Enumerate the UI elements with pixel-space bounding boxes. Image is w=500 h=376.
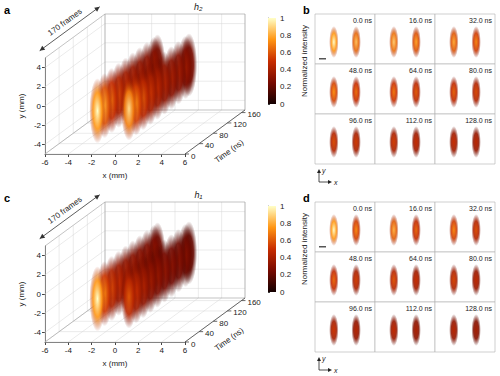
- svg-text:x (mm): x (mm): [103, 171, 128, 180]
- svg-text:4: 4: [159, 158, 164, 167]
- svg-text:64.0 ns: 64.0 ns: [409, 255, 432, 262]
- svg-text:32.0 ns: 32.0 ns: [469, 17, 492, 24]
- svg-text:128.0 ns: 128.0 ns: [465, 117, 492, 124]
- svg-text:112.0 ns: 112.0 ns: [406, 117, 433, 124]
- svg-text:-6: -6: [41, 158, 49, 167]
- svg-text:80: 80: [219, 131, 228, 140]
- svg-text:96.0 ns: 96.0 ns: [349, 305, 372, 312]
- svg-text:4: 4: [37, 251, 42, 260]
- svg-text:0: 0: [191, 340, 196, 349]
- svg-text:0.6: 0.6: [280, 48, 292, 57]
- svg-text:h₁: h₁: [194, 190, 202, 200]
- svg-text:0.4: 0.4: [280, 253, 292, 262]
- svg-text:2: 2: [136, 346, 141, 355]
- svg-text:96.0 ns: 96.0 ns: [349, 117, 372, 124]
- svg-text:170 frames: 170 frames: [46, 195, 84, 226]
- svg-text:0: 0: [37, 102, 42, 111]
- svg-text:128.0 ns: 128.0 ns: [465, 305, 492, 312]
- svg-text:c: c: [4, 192, 10, 204]
- svg-text:6: 6: [183, 346, 188, 355]
- svg-text:0.2: 0.2: [280, 270, 292, 279]
- svg-text:0: 0: [113, 346, 118, 355]
- svg-text:Time (ns): Time (ns): [213, 326, 246, 353]
- svg-text:-6: -6: [41, 346, 49, 355]
- svg-text:-2: -2: [88, 158, 96, 167]
- svg-text:2: 2: [136, 158, 141, 167]
- svg-text:-4: -4: [65, 346, 73, 355]
- svg-text:0.0 ns: 0.0 ns: [353, 205, 373, 212]
- svg-text:2: 2: [37, 82, 42, 91]
- svg-text:b: b: [303, 4, 310, 16]
- svg-text:16.0 ns: 16.0 ns: [409, 205, 432, 212]
- svg-text:160: 160: [247, 298, 261, 307]
- svg-text:0.8: 0.8: [280, 31, 292, 40]
- svg-text:0: 0: [191, 152, 196, 161]
- svg-text:120: 120: [233, 120, 247, 129]
- svg-text:48.0 ns: 48.0 ns: [349, 255, 372, 262]
- svg-text:d: d: [303, 192, 310, 204]
- svg-text:y (mm): y (mm): [17, 93, 26, 118]
- svg-text:170 frames: 170 frames: [46, 7, 84, 38]
- svg-text:x (mm): x (mm): [103, 359, 128, 368]
- svg-text:6: 6: [183, 158, 188, 167]
- svg-text:48.0 ns: 48.0 ns: [349, 67, 372, 74]
- svg-text:0.2: 0.2: [280, 82, 292, 91]
- svg-text:y: y: [321, 167, 326, 175]
- svg-text:4: 4: [159, 346, 164, 355]
- svg-text:x: x: [333, 179, 338, 186]
- svg-text:-4: -4: [34, 140, 42, 149]
- svg-text:h₂: h₂: [194, 2, 203, 12]
- svg-text:a: a: [4, 4, 11, 16]
- svg-text:2: 2: [37, 270, 42, 279]
- svg-text:112.0 ns: 112.0 ns: [406, 305, 433, 312]
- svg-text:Normalized intensity: Normalized intensity: [300, 25, 309, 97]
- svg-text:1: 1: [280, 202, 285, 211]
- svg-text:x: x: [333, 367, 338, 374]
- svg-text:-2: -2: [88, 346, 96, 355]
- svg-text:160: 160: [247, 110, 261, 119]
- svg-text:-4: -4: [34, 328, 42, 337]
- svg-text:40: 40: [205, 141, 214, 150]
- svg-text:80.0 ns: 80.0 ns: [469, 255, 492, 262]
- svg-text:0: 0: [37, 290, 42, 299]
- svg-text:80.0 ns: 80.0 ns: [469, 67, 492, 74]
- svg-text:0.8: 0.8: [280, 219, 292, 228]
- svg-text:0.0 ns: 0.0 ns: [353, 17, 373, 24]
- svg-text:y: y: [321, 355, 326, 363]
- svg-text:Time (ns): Time (ns): [213, 138, 246, 165]
- svg-text:0: 0: [113, 158, 118, 167]
- svg-text:Normalized intensity: Normalized intensity: [300, 213, 309, 285]
- svg-text:4: 4: [37, 63, 42, 72]
- svg-text:16.0 ns: 16.0 ns: [409, 17, 432, 24]
- svg-text:80: 80: [219, 319, 228, 328]
- svg-text:y (mm): y (mm): [17, 281, 26, 306]
- svg-text:0: 0: [280, 100, 285, 109]
- svg-text:40: 40: [205, 329, 214, 338]
- svg-text:-4: -4: [65, 158, 73, 167]
- svg-text:-2: -2: [34, 121, 42, 130]
- svg-text:0: 0: [280, 288, 285, 297]
- svg-text:-2: -2: [34, 309, 42, 318]
- svg-text:32.0 ns: 32.0 ns: [469, 205, 492, 212]
- svg-text:0.6: 0.6: [280, 236, 292, 245]
- svg-text:120: 120: [233, 308, 247, 317]
- svg-text:64.0 ns: 64.0 ns: [409, 67, 432, 74]
- svg-text:1: 1: [280, 14, 285, 23]
- svg-text:0.4: 0.4: [280, 65, 292, 74]
